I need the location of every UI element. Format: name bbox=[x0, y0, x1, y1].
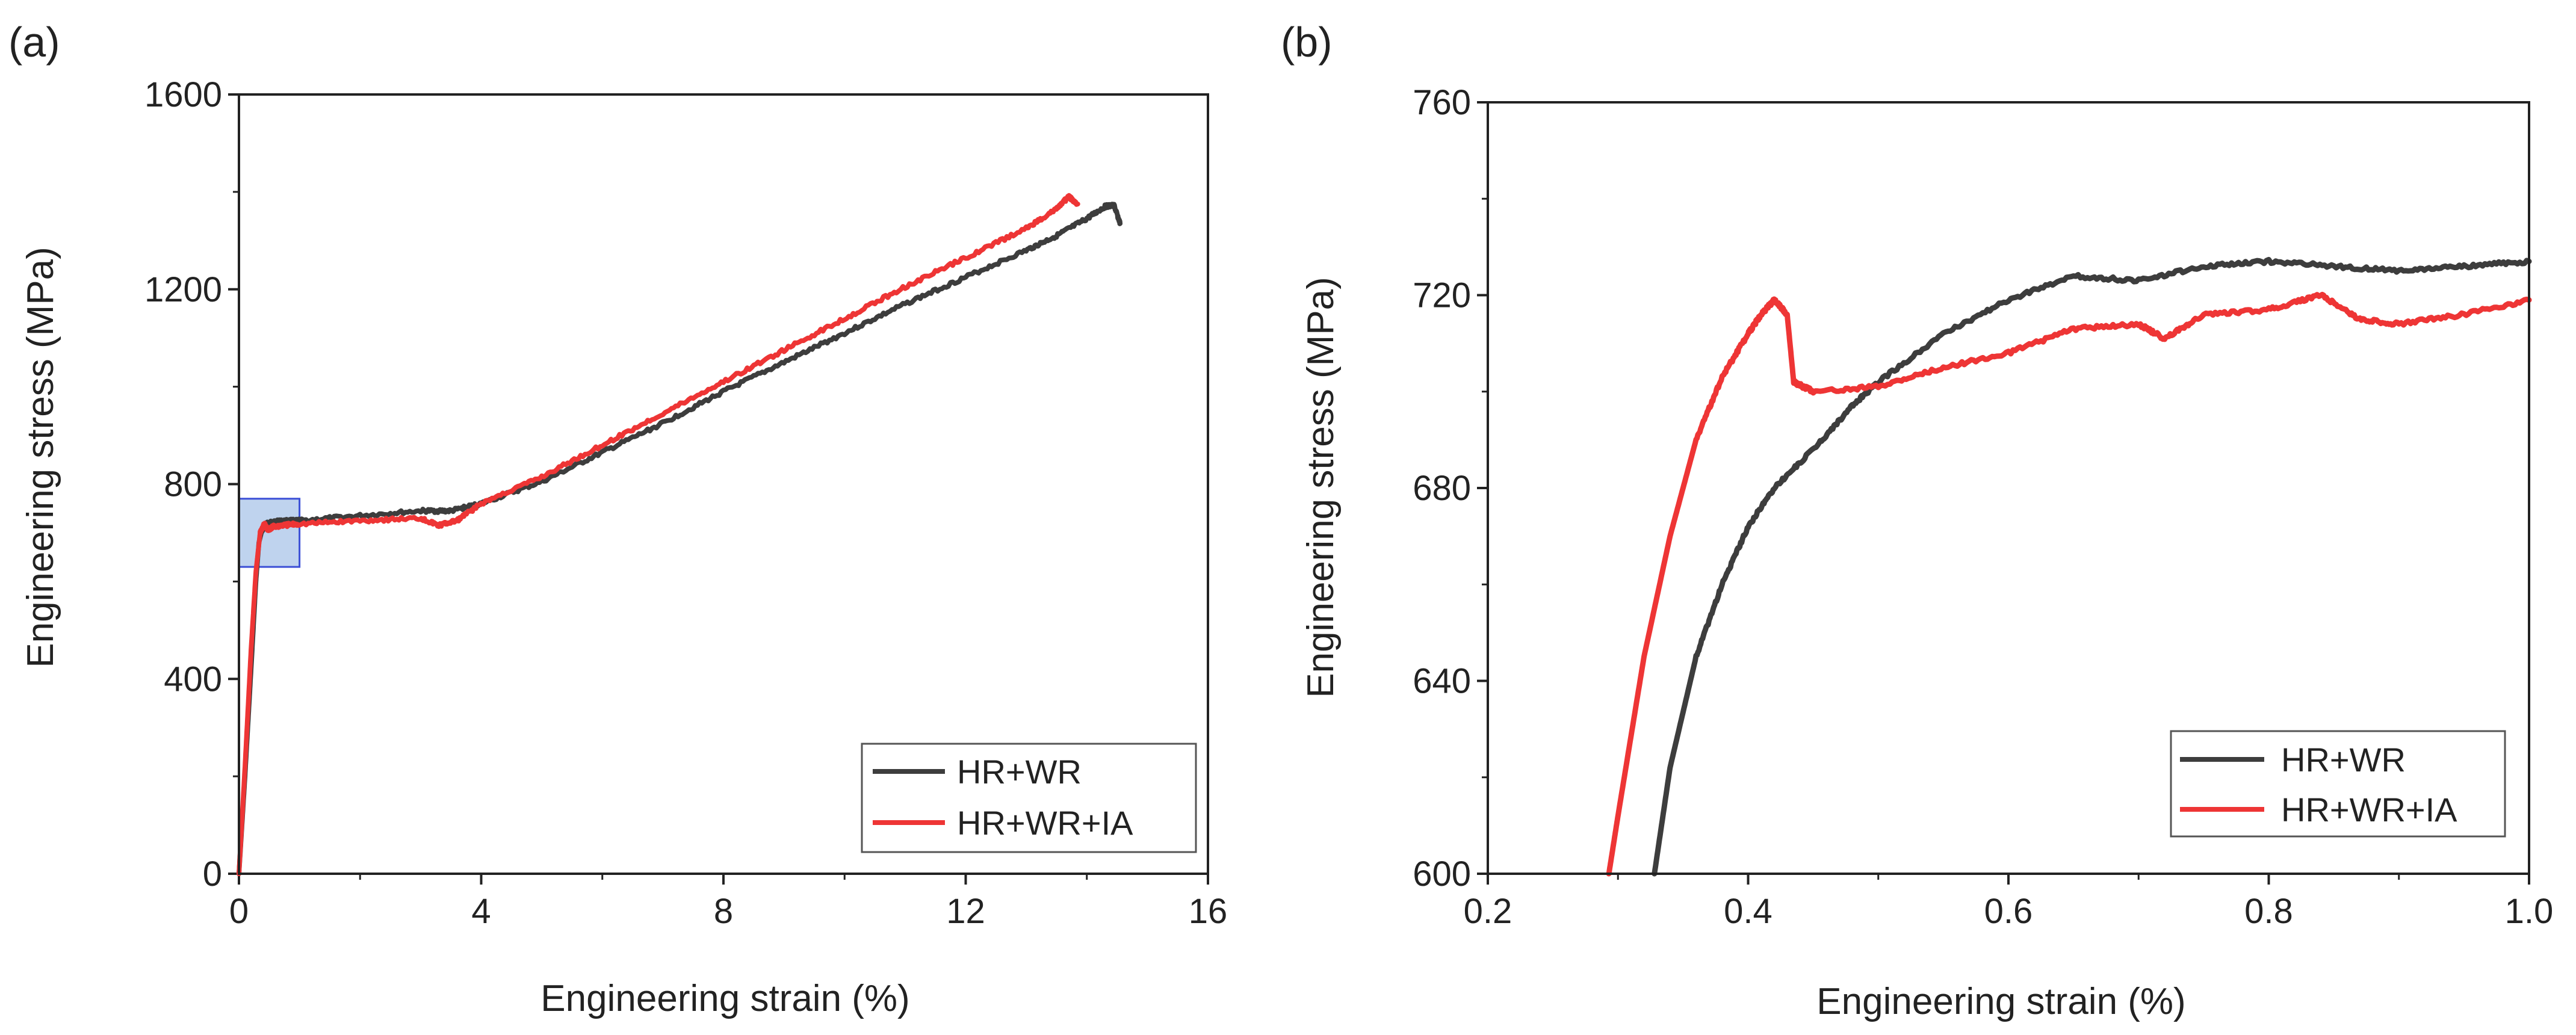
panel-b-x-tick-label: 0.8 bbox=[2244, 892, 2293, 931]
panel-b-series bbox=[1606, 256, 2532, 877]
panel-a-y-tick-label: 0 bbox=[203, 854, 222, 894]
panel-a-legend-label-hr-wr: HR+WR bbox=[957, 753, 1082, 791]
panel-b-y-axis-label: Engineering stress (MPa) bbox=[1300, 277, 1342, 698]
panel-a-legend: HR+WR HR+WR+IA bbox=[861, 743, 1197, 853]
panel-a-x-axis-label: Engineering strain (%) bbox=[540, 978, 909, 1019]
panel-a-x-tick-label: 0 bbox=[229, 892, 249, 931]
panel-a-y-tick-label: 1600 bbox=[144, 75, 222, 114]
panel-b-x-tick-label: 1.0 bbox=[2505, 892, 2554, 931]
panel-b-y-tick-label: 760 bbox=[1413, 83, 1471, 122]
panel-a-y-tick-label: 1200 bbox=[144, 270, 222, 309]
panel-b-y-tick-label: 600 bbox=[1413, 854, 1471, 894]
panel-a-legend-box bbox=[861, 743, 1197, 853]
panel-b-legend: HR+WR HR+WR+IA bbox=[2170, 730, 2506, 838]
panel-b-legend-label-hr-wr-ia: HR+WR+IA bbox=[2281, 791, 2457, 829]
panel-a-legend-label-hr-wr-ia: HR+WR+IA bbox=[957, 804, 1133, 842]
panel-a-y-tick-label: 800 bbox=[164, 465, 222, 504]
panel-b-x-tick-label: 0.4 bbox=[1724, 892, 1773, 931]
panel-a-series bbox=[237, 193, 1123, 876]
panel-b-series-hr-wr-ia bbox=[1606, 291, 2532, 877]
panel-a-plot-frame bbox=[238, 93, 1209, 875]
panel-b-y-tick-label: 720 bbox=[1413, 276, 1471, 315]
panel-b-y-tick-label: 640 bbox=[1413, 662, 1471, 701]
panel-b-legend-label-hr-wr: HR+WR bbox=[2281, 741, 2406, 779]
panel-a-x-tick-label: 16 bbox=[1189, 892, 1228, 931]
panel-a-x-tick-label: 4 bbox=[471, 892, 491, 931]
panel-a-x-tick-label: 12 bbox=[946, 892, 985, 931]
panel-b-series-hr-wr bbox=[1652, 256, 2532, 877]
panel-b: (b) Engineering stress (MPa) Engineering… bbox=[1281, 19, 2553, 1022]
panel-a: (a) Engineering stress (MPa) Engineering… bbox=[8, 19, 1227, 1019]
panel-b-label: (b) bbox=[1281, 19, 1333, 66]
panel-a-y-tick-label: 400 bbox=[164, 660, 222, 699]
panel-a-y-axis-label: Engineering stress (MPa) bbox=[20, 247, 61, 668]
panel-b-ticks: 0.2 0.4 0.6 0.8 1.0 600 640 680 720 760 bbox=[1413, 83, 2553, 931]
panel-b-x-axis-label: Engineering strain (%) bbox=[1816, 981, 2185, 1022]
panel-a-series-hr-wr-ia bbox=[237, 193, 1080, 876]
panel-b-plot-frame bbox=[1487, 101, 2530, 875]
panel-b-legend-box bbox=[2170, 730, 2506, 838]
panel-a-ticks: 0 4 8 12 16 0 400 800 1200 1600 bbox=[144, 75, 1227, 931]
panel-a-x-tick-label: 8 bbox=[714, 892, 733, 931]
panel-a-label: (a) bbox=[8, 19, 60, 66]
panel-b-x-tick-label: 0.2 bbox=[1464, 892, 1512, 931]
panel-b-y-tick-label: 680 bbox=[1413, 469, 1471, 508]
panel-b-x-tick-label: 0.6 bbox=[1984, 892, 2033, 931]
